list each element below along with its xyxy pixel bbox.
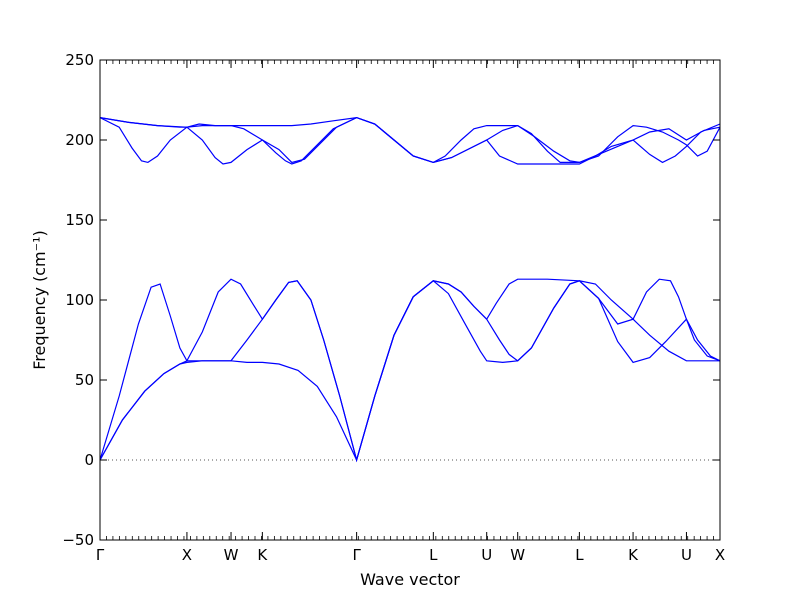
x-tick-label: X — [182, 546, 192, 564]
phonon-branch-6 — [99, 116, 721, 165]
x-tick-label: Γ — [96, 546, 105, 564]
x-tick-label: L — [429, 546, 438, 564]
x-tick-label: W — [510, 546, 525, 564]
y-tick-label: −50 — [62, 531, 94, 549]
x-tick-label: U — [481, 546, 492, 564]
x-tick-label: U — [681, 546, 692, 564]
y-tick-label: 150 — [65, 211, 94, 229]
y-tick-label: 100 — [65, 291, 94, 309]
x-tick-label: L — [575, 546, 584, 564]
x-tick-label: Γ — [352, 546, 361, 564]
x-tick-label: K — [628, 546, 639, 564]
y-tick-label: 200 — [65, 131, 94, 149]
phonon-branch-1 — [99, 278, 721, 463]
phonon-branch-5 — [99, 116, 721, 164]
minor-ticks — [106, 60, 714, 540]
y-tick-label: 0 — [84, 451, 94, 469]
phonon-branch-2 — [99, 280, 720, 463]
y-axis-label: Frequency (cm⁻¹) — [30, 230, 49, 369]
y-tick-label: 50 — [75, 371, 94, 389]
plot-area — [99, 116, 721, 463]
axes-frame — [99, 59, 721, 541]
x-axis-label: Wave vector — [360, 570, 460, 589]
y-tick-label: 250 — [65, 51, 94, 69]
phonon-branch-4 — [99, 116, 721, 165]
phonon-branch-3 — [99, 280, 721, 462]
x-tick-label: W — [224, 546, 239, 564]
x-tick-label: X — [715, 546, 725, 564]
x-tick-label: K — [257, 546, 268, 564]
y-axis: −50 0 50 100 150 200 250 — [62, 51, 720, 549]
